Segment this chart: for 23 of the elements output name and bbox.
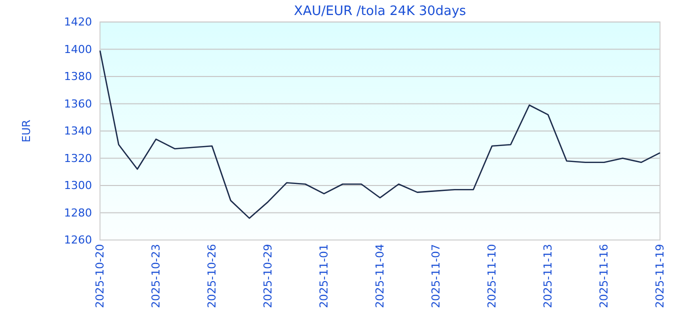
x-tick-label: 2025-11-16	[598, 244, 611, 308]
x-tick-label: 2025-11-10	[486, 244, 499, 308]
x-tick-label: 2025-10-29	[262, 244, 275, 308]
chart-title: XAU/EUR /tola 24K 30days	[294, 4, 466, 19]
x-tick-label: 2025-10-20	[94, 244, 107, 308]
x-tick-label: 2025-11-13	[542, 244, 555, 308]
y-tick-label: 1400	[64, 42, 92, 56]
y-tick-label: 1340	[64, 124, 92, 138]
y-axis-title: EUR	[20, 119, 33, 142]
x-tick-label: 2025-10-23	[150, 244, 163, 308]
x-tick-label: 2025-11-07	[430, 244, 443, 308]
y-tick-label: 1280	[64, 206, 92, 220]
y-tick-label: 1320	[64, 152, 92, 165]
y-tick-label: 1260	[64, 234, 92, 247]
x-tick-label: 2025-11-01	[318, 244, 331, 308]
y-tick-label: 1380	[64, 70, 92, 84]
x-tick-label: 2025-11-04	[374, 244, 387, 308]
y-tick-label: 1300	[64, 179, 92, 192]
line-series	[99, 50, 661, 219]
y-tick-label: 1360	[64, 97, 92, 110]
x-tick-label: 2025-11-19	[654, 244, 667, 308]
y-tick-label: 1420	[64, 16, 92, 29]
x-tick-label: 2025-10-26	[206, 244, 219, 308]
